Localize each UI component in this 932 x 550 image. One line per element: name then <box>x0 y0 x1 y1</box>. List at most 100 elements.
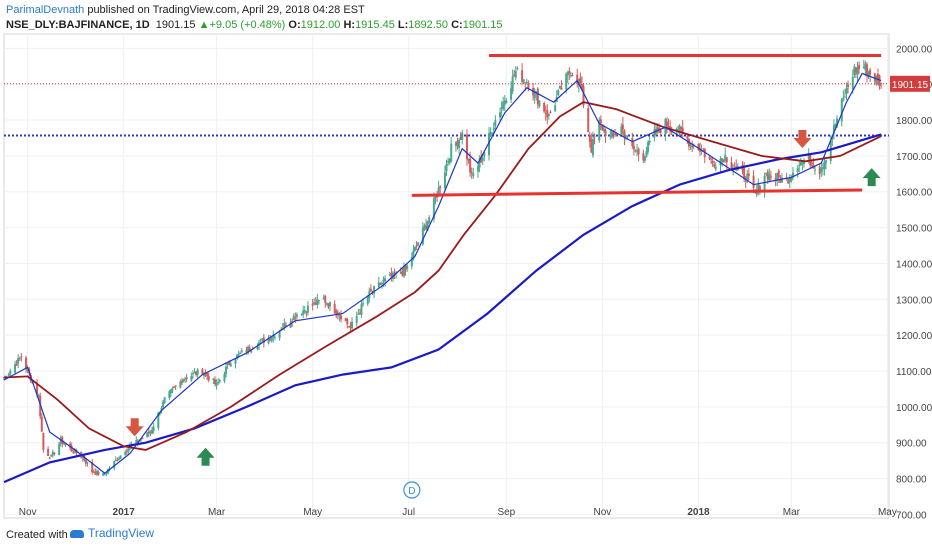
candle-body <box>647 142 650 152</box>
y-tick-label: 1200.00 <box>896 331 932 342</box>
candle-body <box>58 443 61 456</box>
candle-body <box>864 63 867 71</box>
candle-body <box>445 163 448 172</box>
candle-body <box>20 356 23 358</box>
chart-header: ParimalDevnath published on TradingView.… <box>6 3 502 33</box>
candle-body <box>580 84 583 88</box>
tradingview-logo[interactable]: TradingView <box>70 526 154 540</box>
candle-body <box>469 158 472 173</box>
candle-body <box>568 70 571 74</box>
candle-body <box>201 369 204 375</box>
candle-body <box>571 75 574 77</box>
candle-body <box>406 265 409 269</box>
candle-body <box>152 426 155 432</box>
candle-body <box>776 173 779 180</box>
candle-body <box>752 175 755 189</box>
candle-body <box>295 314 298 317</box>
candle-body <box>480 156 483 163</box>
candle-body <box>62 443 65 445</box>
candle-body <box>599 119 602 124</box>
tradingview-brand: TradingView <box>88 526 155 540</box>
candle-body <box>72 452 75 454</box>
candle-body <box>173 386 176 388</box>
candle-body <box>456 141 459 146</box>
candle-body <box>516 67 519 69</box>
candle-body <box>7 374 10 377</box>
candle-body <box>779 179 782 183</box>
y-tick-label: 1000.00 <box>896 403 932 414</box>
candle-body <box>171 388 174 391</box>
change-up-icon: ▲ <box>198 19 210 31</box>
author-link[interactable]: ParimalDevnath <box>6 4 85 16</box>
candle-body <box>191 373 194 375</box>
candle-body <box>743 168 746 179</box>
price-axis[interactable]: 700.00 800.00 900.00 1000.00 1100.00 1200.00 1… <box>890 44 932 521</box>
candle-body <box>840 99 843 122</box>
candle-body <box>47 448 50 457</box>
candle-body <box>135 440 138 445</box>
candle-body <box>256 347 259 350</box>
candle-body <box>36 383 39 395</box>
candle-body <box>336 312 339 315</box>
candle-body <box>665 121 668 126</box>
candle-body <box>237 353 240 356</box>
candle-body <box>766 171 769 180</box>
candle-body <box>91 461 94 473</box>
candle-body <box>710 158 713 160</box>
candle-body <box>620 126 623 135</box>
candle-body <box>316 299 319 306</box>
candle-body <box>765 173 768 175</box>
candle-body <box>317 300 320 302</box>
candle-body <box>48 457 51 459</box>
candle-body <box>821 167 824 169</box>
candle-body <box>763 175 766 193</box>
candle-body <box>875 75 878 84</box>
candle-body <box>360 304 363 315</box>
candle-body <box>436 196 439 198</box>
candle-body <box>291 320 294 322</box>
candle-body <box>699 148 702 152</box>
candle-body <box>53 452 56 454</box>
time-axis[interactable]: Nov 2017 Mar May Jul Sep Nov 2018 Mar May <box>19 507 897 518</box>
candle-body <box>513 74 516 77</box>
candle-body <box>303 310 306 313</box>
candle-body <box>510 88 513 100</box>
candle-body <box>114 459 117 461</box>
candle-body <box>609 135 612 137</box>
candle-body <box>691 145 694 148</box>
candle-body <box>3 377 5 379</box>
candle-body <box>70 446 73 452</box>
candle-body <box>634 150 637 152</box>
candle-body <box>483 152 486 157</box>
candle-body <box>494 120 497 126</box>
candle-body <box>610 131 613 138</box>
candle-body <box>755 191 758 195</box>
candle-body <box>261 338 264 340</box>
dividend-marker-layer[interactable]: D <box>403 481 421 499</box>
x-tick-label: Mar <box>208 507 226 518</box>
candle-body <box>546 110 549 118</box>
candle-body <box>569 75 572 77</box>
candle-body <box>632 145 635 150</box>
candle-body <box>325 303 328 305</box>
candle-body <box>823 161 826 170</box>
candle-body <box>499 112 502 118</box>
published-text: published on TradingView.com, April 29, … <box>84 4 365 16</box>
candle-body <box>522 79 525 83</box>
candle-body <box>267 337 270 344</box>
candle-body <box>262 337 265 343</box>
candle-body <box>543 102 546 112</box>
candle-body <box>373 286 376 294</box>
candle-body <box>658 127 661 131</box>
candle-body <box>59 438 62 444</box>
candle-body <box>425 225 428 229</box>
symbol-label[interactable]: NSE_DLY:BAJFINANCE, 1D <box>6 19 150 31</box>
candle-body <box>51 451 54 456</box>
created-with-text: Created with <box>6 529 68 541</box>
open-label: O: <box>288 19 301 31</box>
candle-body <box>193 372 196 374</box>
candle-body <box>404 265 407 271</box>
arrow-up-icon <box>196 447 215 466</box>
candle-body <box>590 139 593 153</box>
